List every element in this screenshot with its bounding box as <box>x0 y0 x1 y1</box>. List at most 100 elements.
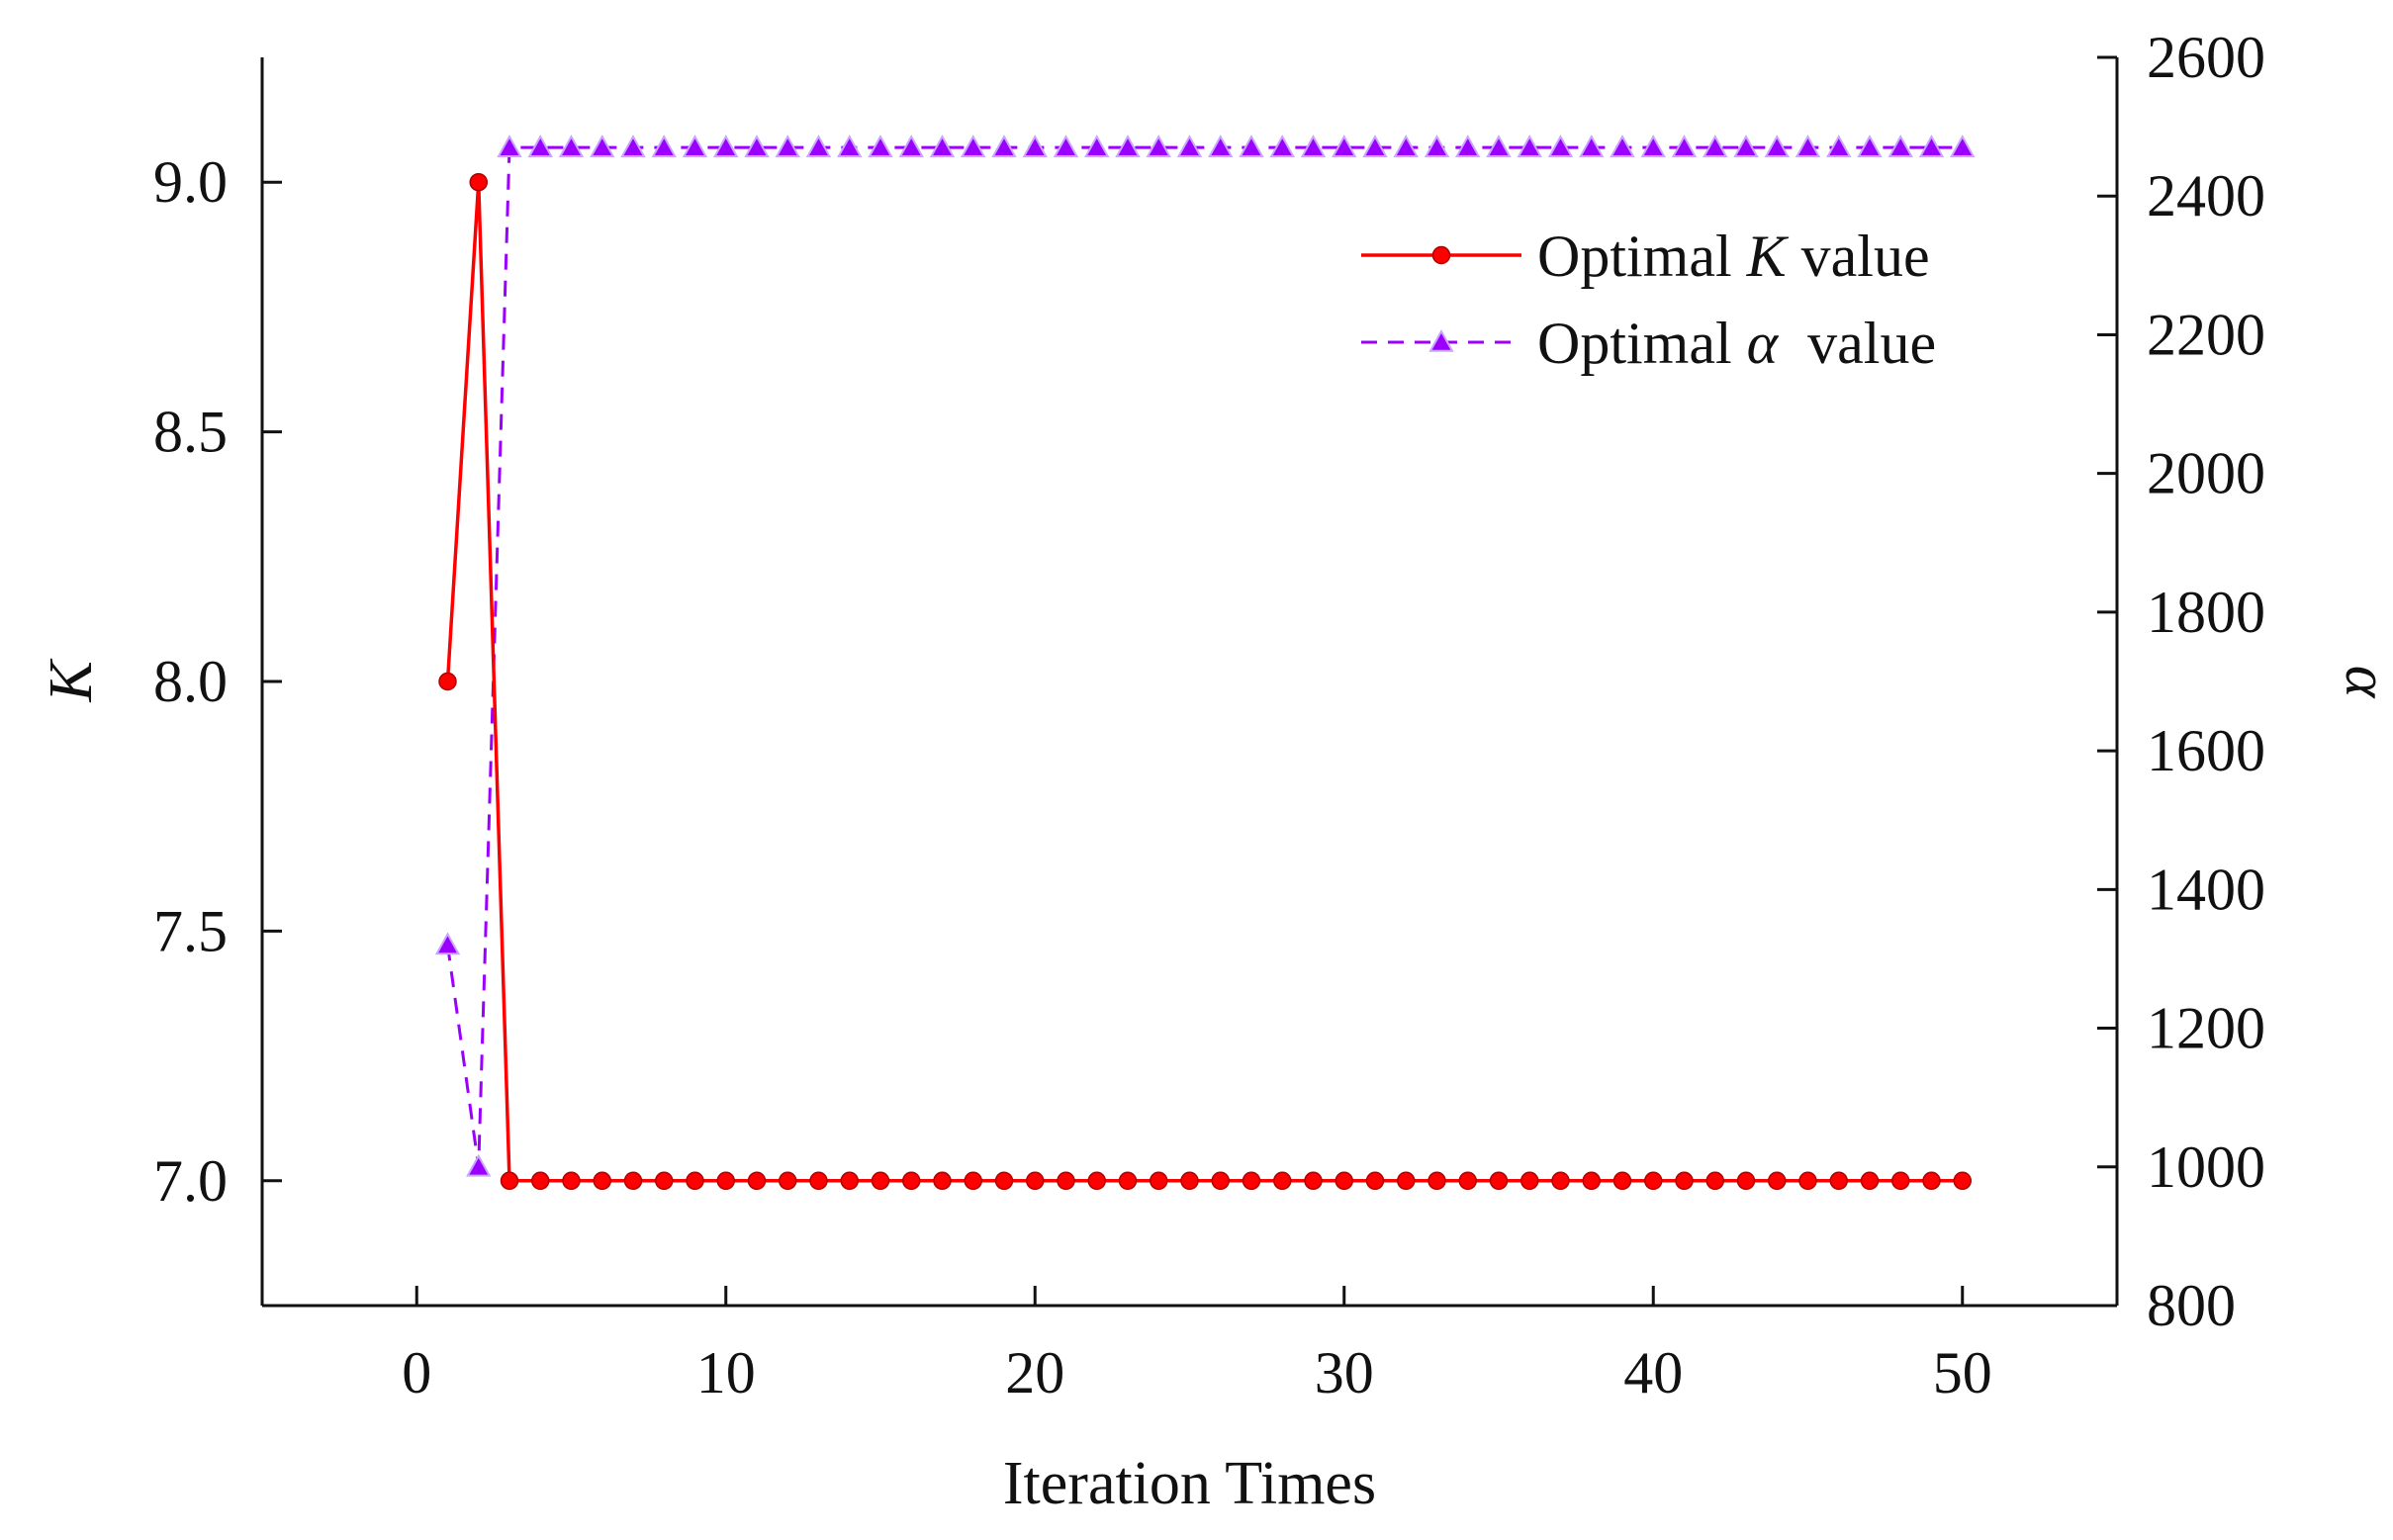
k-point <box>1489 1171 1509 1191</box>
y-left-axis-title: K <box>38 658 105 703</box>
k-point <box>1180 1171 1199 1191</box>
y-right-tick-label: 800 <box>2147 1273 2236 1338</box>
alpha-point <box>1084 135 1110 157</box>
alpha-point <box>1362 135 1388 157</box>
x-tick-label: 40 <box>1623 1340 1683 1405</box>
k-point <box>1458 1171 1477 1191</box>
alpha-point <box>434 932 461 955</box>
k-point <box>1953 1171 1972 1191</box>
y-right-tick-label: 1200 <box>2147 996 2265 1061</box>
alpha-series-line <box>446 145 1963 1167</box>
k-point <box>1705 1171 1724 1191</box>
alpha-point <box>1269 135 1295 157</box>
k-point <box>1427 1171 1446 1191</box>
alpha-point <box>1176 135 1203 157</box>
alpha-point <box>1857 135 1883 157</box>
alpha-point <box>1764 135 1790 157</box>
alpha-point <box>527 135 553 157</box>
k-point <box>655 1171 674 1191</box>
k-point <box>1829 1171 1848 1191</box>
k-point <box>871 1171 890 1191</box>
alpha-point <box>1887 135 1913 157</box>
y-right-tick-label: 1400 <box>2147 857 2265 922</box>
alpha-point <box>1950 135 1976 157</box>
legend-k-marker <box>1431 245 1451 265</box>
alpha-point <box>1239 135 1264 157</box>
y-right-axis-title: α <box>2333 666 2393 699</box>
k-point <box>1768 1171 1787 1191</box>
alpha-point <box>868 135 893 157</box>
k-point <box>747 1171 767 1191</box>
y-right-tick-label: 2400 <box>2147 163 2265 228</box>
k-point <box>1736 1171 1756 1191</box>
alpha-point <box>1733 135 1759 157</box>
alpha-point <box>1455 135 1481 157</box>
k-point <box>1675 1171 1694 1191</box>
k-point <box>1087 1171 1106 1191</box>
k-point <box>1211 1171 1230 1191</box>
k-point <box>500 1171 519 1191</box>
alpha-point <box>898 135 924 157</box>
ticks: 0 10 20 30 40 50 7.0 7.5 8.0 8.5 9.0 800 1000 1200 140… <box>153 25 2265 1405</box>
k-point <box>1891 1171 1910 1191</box>
legend-alpha-symbol: α <box>1747 311 1780 376</box>
alpha-point <box>1795 135 1821 157</box>
k-point <box>1520 1171 1539 1191</box>
k-point <box>438 672 457 691</box>
legend-k-symbol: K <box>1746 224 1790 289</box>
y-right-tick-label: 1000 <box>2147 1134 2265 1200</box>
alpha-point <box>558 135 585 157</box>
alpha-point <box>1146 135 1171 157</box>
alpha-point <box>1547 135 1574 157</box>
alpha-point <box>1208 135 1234 157</box>
alpha-point <box>1115 135 1141 157</box>
x-tick-label: 30 <box>1315 1340 1374 1405</box>
alpha-point <box>1053 135 1079 157</box>
legend-k-prefix: Optimal <box>1537 224 1747 289</box>
y-right-tick-label: 1600 <box>2147 718 2265 783</box>
k-point <box>1150 1171 1168 1191</box>
alpha-point <box>651 135 677 157</box>
k-point <box>716 1171 735 1191</box>
alpha-point <box>961 135 986 157</box>
legend-alpha-label: Optimal α value <box>1537 311 1936 376</box>
alpha-point <box>682 135 708 157</box>
alpha-point <box>1517 135 1542 157</box>
k-point <box>1335 1171 1353 1191</box>
y-left-tick-label: 8.5 <box>153 400 228 465</box>
k-point <box>1551 1171 1570 1191</box>
x-tick-label: 20 <box>1005 1340 1064 1405</box>
y-left-tick-label: 9.0 <box>153 149 228 215</box>
k-point <box>1582 1171 1601 1191</box>
alpha-point <box>929 135 956 157</box>
k-point <box>1273 1171 1292 1191</box>
alpha-point <box>620 135 646 157</box>
alpha-point <box>713 135 739 157</box>
k-point <box>994 1171 1014 1191</box>
alpha-point <box>1424 135 1450 157</box>
alpha-point <box>991 135 1017 157</box>
k-point <box>562 1171 581 1191</box>
k-point <box>623 1171 643 1191</box>
k-point <box>1612 1171 1632 1191</box>
k-point <box>1242 1171 1261 1191</box>
k-point <box>1798 1171 1817 1191</box>
k-point <box>1644 1171 1663 1191</box>
legend-k-suffix: value <box>1787 224 1930 289</box>
alpha-point <box>1332 135 1357 157</box>
k-point <box>933 1171 952 1191</box>
k-point <box>1397 1171 1416 1191</box>
k-point <box>1922 1171 1941 1191</box>
k-point <box>1057 1171 1075 1191</box>
k-point <box>1026 1171 1045 1191</box>
legend-alpha-suffix: value <box>1778 311 1936 376</box>
y-right-tick-label: 2000 <box>2147 441 2265 506</box>
alpha-point <box>1640 135 1666 157</box>
y-left-tick-label: 7.0 <box>153 1148 228 1214</box>
legend: Optimal K value Optimal α value <box>1361 224 1936 376</box>
alpha-point <box>1703 135 1728 157</box>
legend-alpha-prefix: Optimal <box>1537 311 1747 376</box>
alpha-point <box>1671 135 1698 157</box>
alpha-point <box>497 135 522 157</box>
k-point <box>1118 1171 1138 1191</box>
